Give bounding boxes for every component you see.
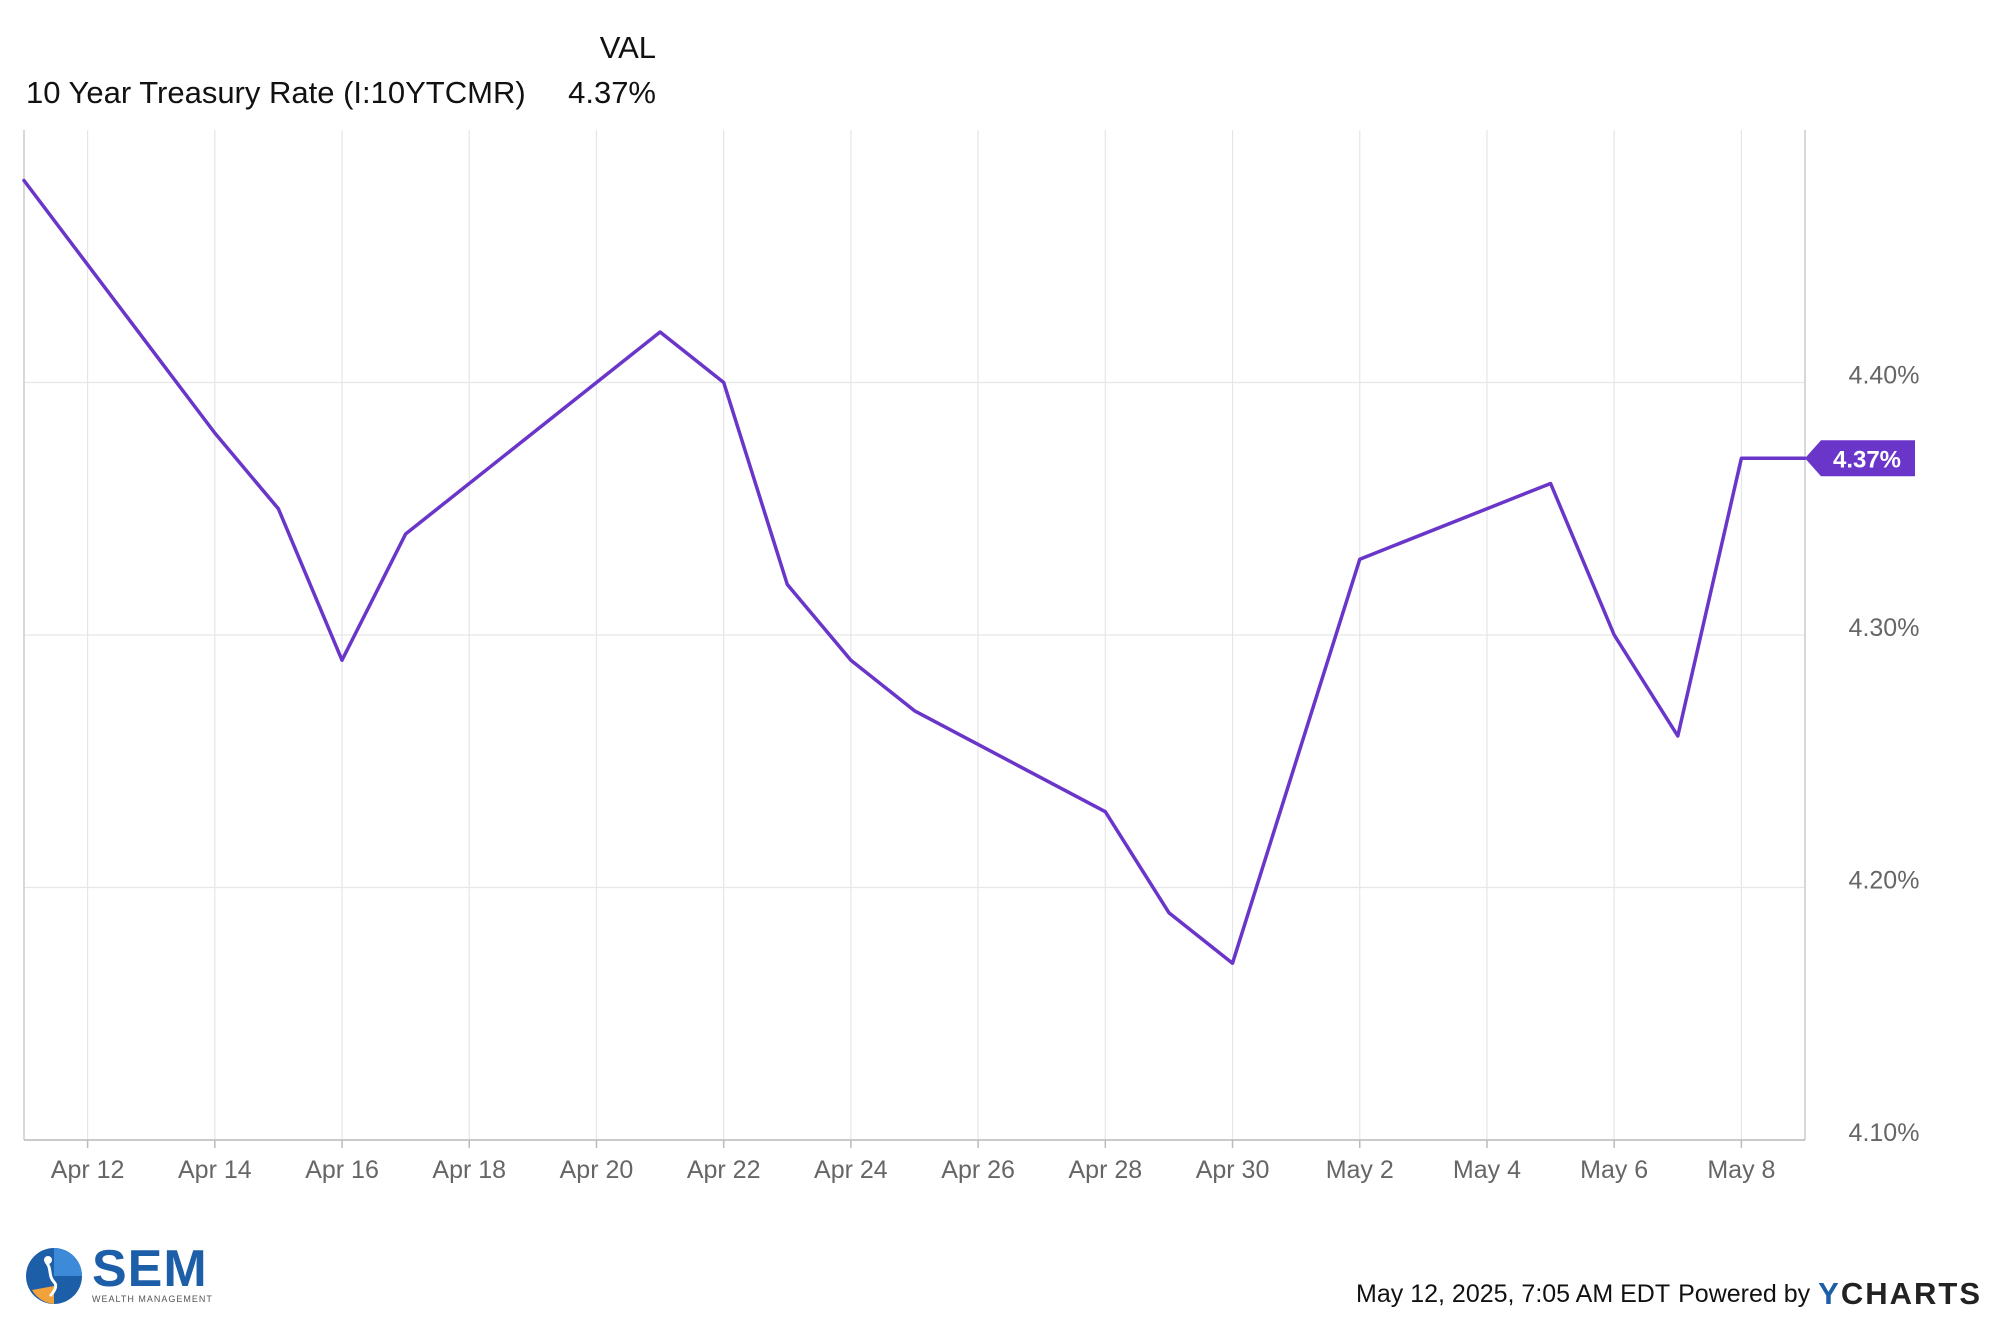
y-tick-label: 4.20% xyxy=(1849,867,1920,895)
x-tick-label: Apr 30 xyxy=(1196,1156,1270,1184)
ycharts-logo-y: Y xyxy=(1818,1276,1841,1311)
y-tick-label: 4.30% xyxy=(1849,614,1920,642)
x-tick-label: May 4 xyxy=(1453,1156,1521,1184)
series-layer: 4.37% xyxy=(22,178,1915,965)
y-tick-label: 4.10% xyxy=(1849,1119,1920,1147)
x-tick-label: Apr 24 xyxy=(814,1156,888,1184)
x-tick-label: Apr 18 xyxy=(432,1156,506,1184)
x-tick-label: Apr 14 xyxy=(178,1156,252,1184)
last-value-tag-shape xyxy=(1805,440,1915,477)
x-tick-label: Apr 20 xyxy=(560,1156,634,1184)
footer-credit: May 12, 2025, 7:05 AM EDT Powered by YCH… xyxy=(1356,1276,1982,1312)
footer-powered-by: Powered by xyxy=(1678,1279,1811,1308)
logo-wordmark: SEM xyxy=(92,1240,208,1298)
last-value-tag: 4.37% xyxy=(1805,440,1915,477)
ycharts-logo-rest: CHARTS xyxy=(1840,1276,1982,1311)
x-tick-label: Apr 22 xyxy=(687,1156,761,1184)
x-tick-label: May 8 xyxy=(1707,1156,1775,1184)
tick-labels: Apr 12 Apr 14 Apr 16 Apr 18 Apr 20 Apr 22 Apr … xyxy=(51,362,1920,1185)
legend-series-value: 4.37% xyxy=(568,75,656,110)
footer-timestamp: May 12, 2025, 7:05 AM EDT xyxy=(1356,1279,1671,1308)
x-tick-label: Apr 28 xyxy=(1068,1156,1142,1184)
x-tick-label: Apr 26 xyxy=(941,1156,1015,1184)
axes xyxy=(23,130,1806,1148)
x-tick-label: May 2 xyxy=(1326,1156,1394,1184)
legend-series-name[interactable]: 10 Year Treasury Rate (I:10YTCMR) xyxy=(26,75,526,110)
x-tick-label: Apr 16 xyxy=(305,1156,379,1184)
sem-logo: SEM WEALTH MANAGEMENT xyxy=(24,1242,214,1308)
legend-value-header: VAL xyxy=(599,30,656,65)
series-line[interactable] xyxy=(22,178,1807,965)
last-value-tag-label: 4.37% xyxy=(1833,446,1901,473)
ycharts-logo[interactable]: YCHARTS xyxy=(1818,1276,1982,1312)
x-tick-label: Apr 12 xyxy=(51,1156,125,1184)
grid-lines xyxy=(24,130,1805,1141)
x-tick-label: May 6 xyxy=(1580,1156,1648,1184)
sem-globe-icon xyxy=(26,1248,82,1304)
y-tick-label: 4.40% xyxy=(1849,362,1920,390)
logo-subtext: WEALTH MANAGEMENT xyxy=(92,1294,213,1304)
